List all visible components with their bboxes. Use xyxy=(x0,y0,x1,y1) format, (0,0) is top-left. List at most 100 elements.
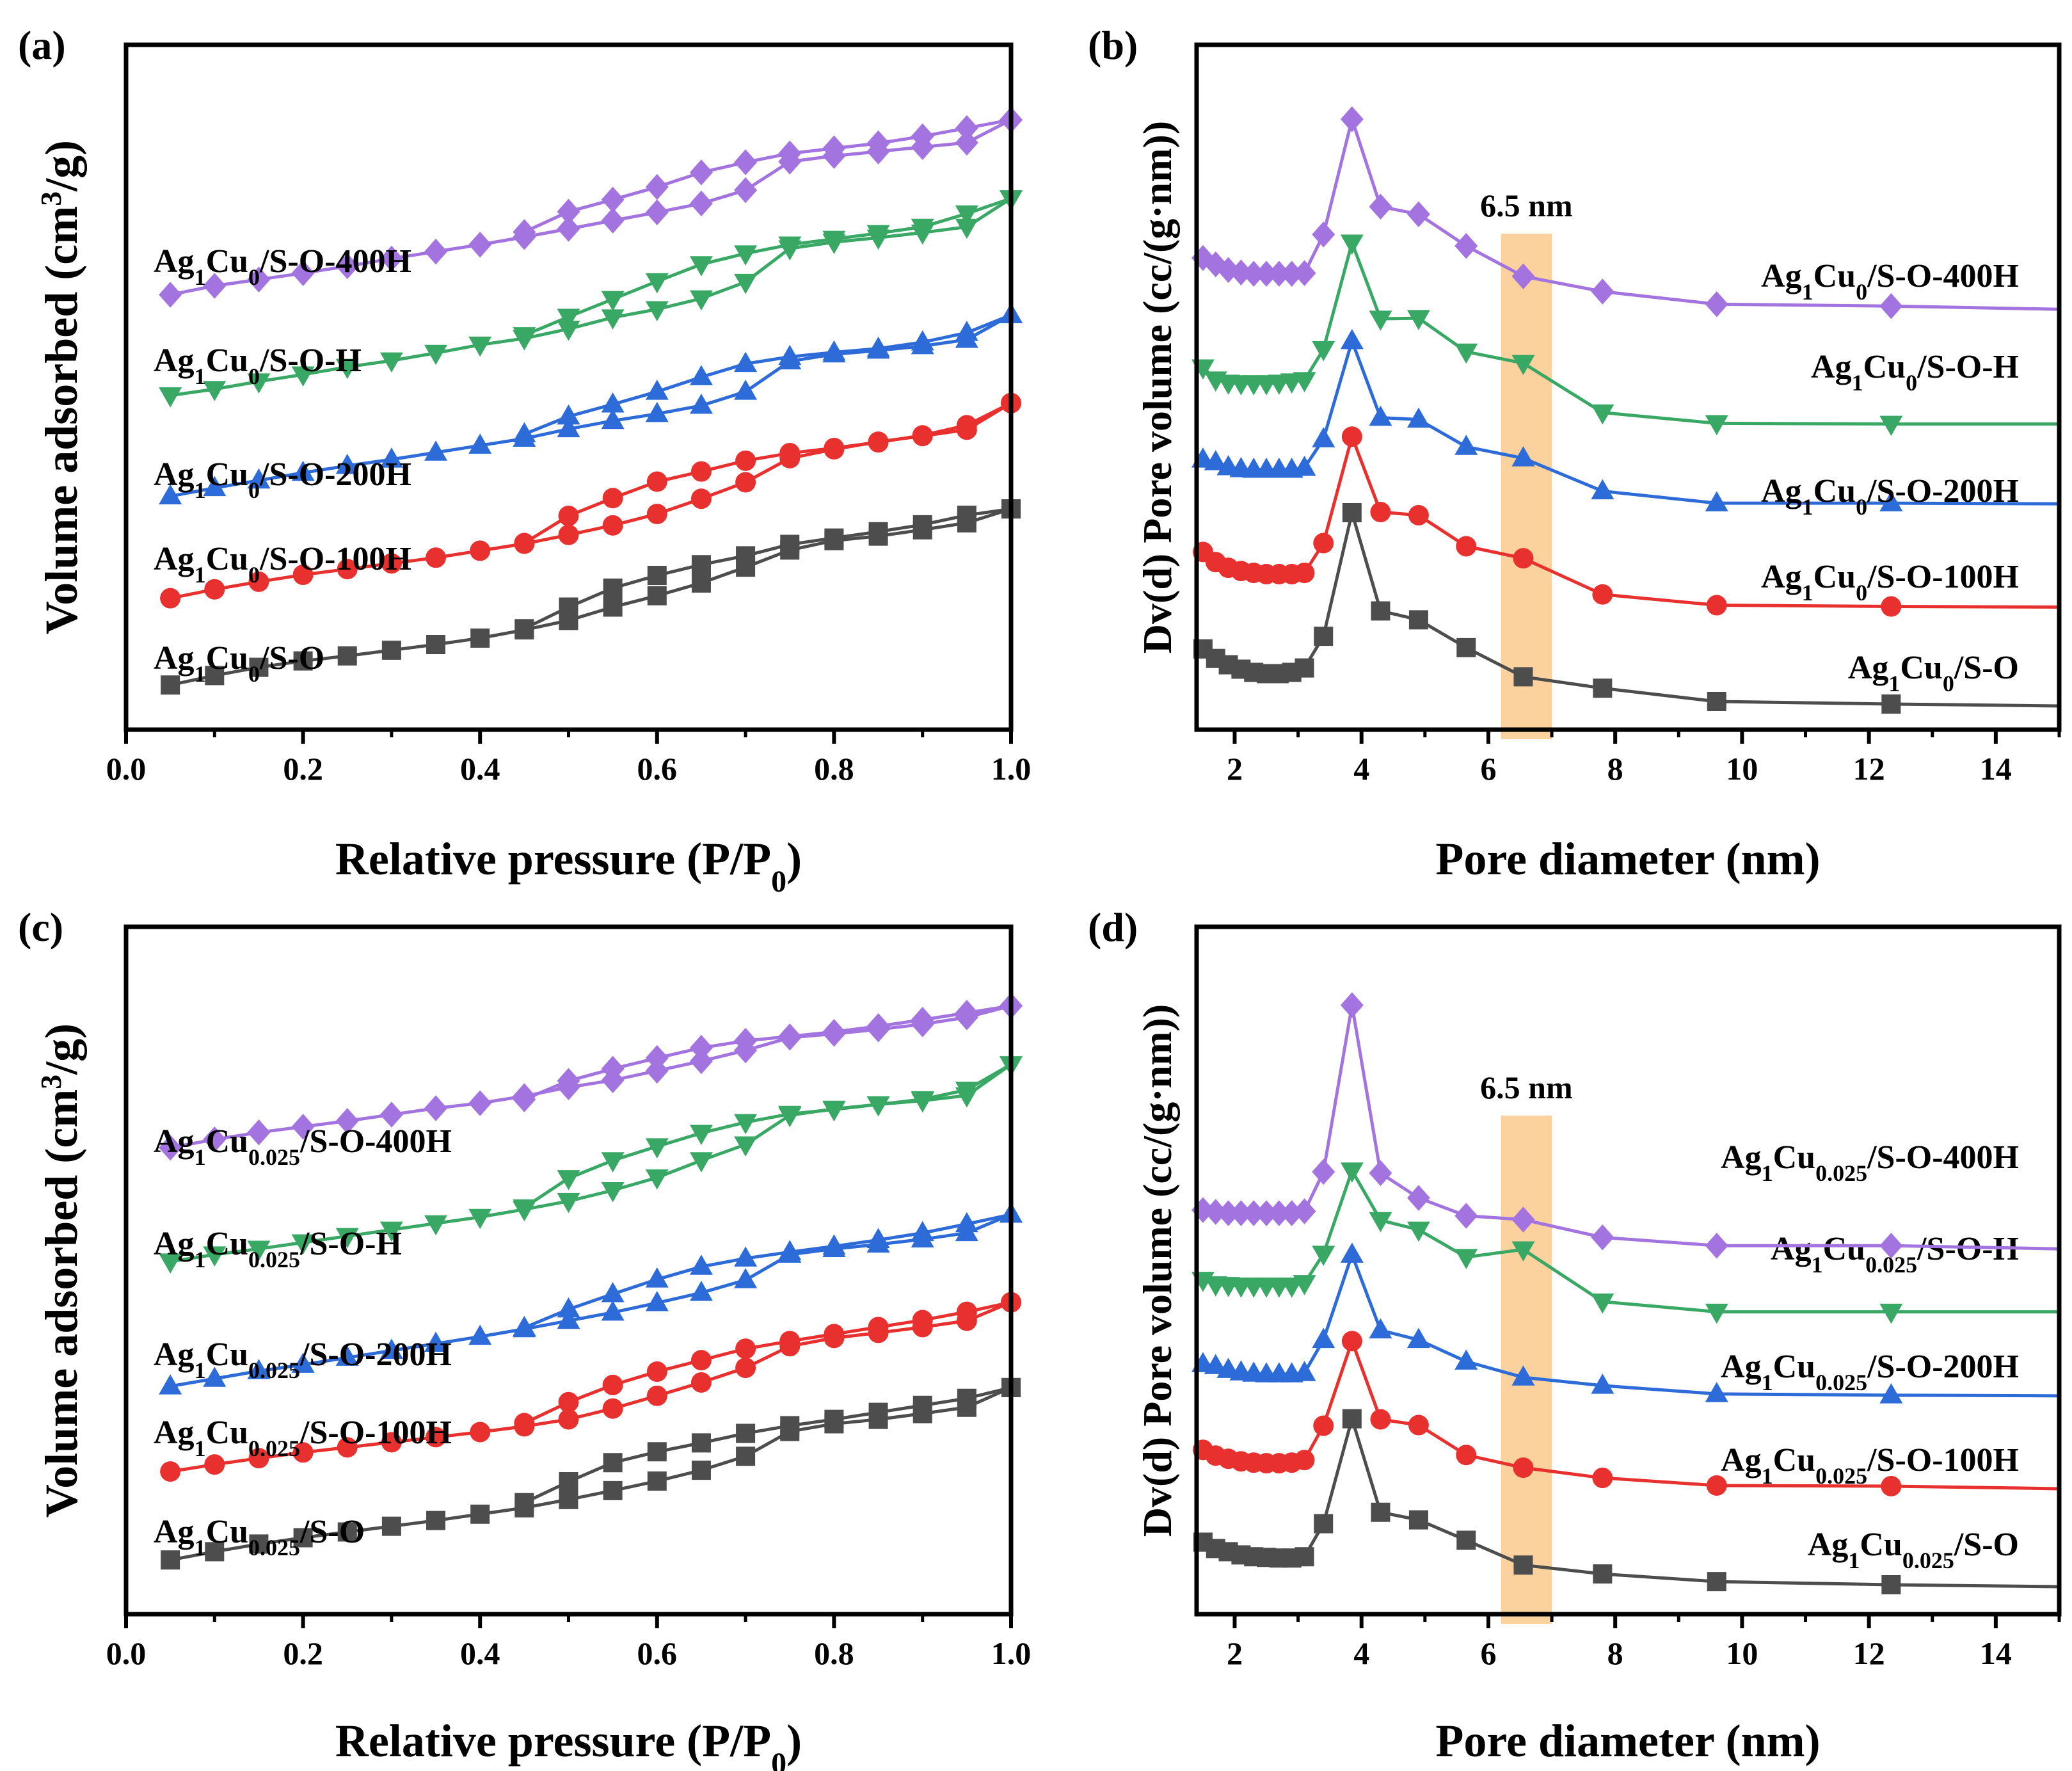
desorption-point-7 xyxy=(690,461,712,482)
desorption-point-6 xyxy=(734,351,758,373)
desorption-point-9 xyxy=(603,1453,623,1473)
desorption-point-3 xyxy=(866,1096,890,1117)
desorption-point-9 xyxy=(601,1152,625,1173)
adsorption-point-7 xyxy=(470,1504,490,1524)
adsorption-point-10 xyxy=(601,309,625,330)
adsorption-point-1 xyxy=(203,1126,227,1153)
adsorption-point-0 xyxy=(159,282,182,308)
adsorption-point-5 xyxy=(379,447,403,468)
pore-size-band xyxy=(1501,1116,1552,1624)
psd-point-10 xyxy=(1340,106,1364,132)
desorption-point-4 xyxy=(822,1101,846,1122)
psd-point-8 xyxy=(1293,1198,1316,1224)
psd-point-16 xyxy=(1707,692,1726,712)
desorption-point-10 xyxy=(559,597,578,617)
adsorption-point-6 xyxy=(426,1427,447,1448)
psd-point-14 xyxy=(1513,667,1533,687)
series-label-Ag1Cu0.025/S-O: Ag1Cu0.025/S-O xyxy=(1808,1527,2019,1573)
desorption-point-4 xyxy=(824,528,844,548)
adsorption-point-2 xyxy=(247,266,271,292)
desorption-point-11 xyxy=(513,327,536,348)
desorption-point-6 xyxy=(735,450,756,471)
psd-point-16 xyxy=(1706,1475,1727,1496)
psd-point-8 xyxy=(1293,1275,1316,1295)
psd-point-16 xyxy=(1705,491,1728,511)
psd-point-15 xyxy=(1592,584,1613,605)
series-Ag1Cu0.025/S-O-H xyxy=(159,1056,1023,1274)
psd-point-13 xyxy=(1456,637,1476,657)
psd-point-8 xyxy=(1295,658,1314,678)
adsorption-point-3 xyxy=(293,651,313,671)
adsorption-point-11 xyxy=(646,1385,667,1406)
desorption-point-8 xyxy=(645,1045,669,1071)
psd-point-16 xyxy=(1705,415,1728,436)
adsorption-point-12 xyxy=(689,393,713,414)
psd-point-15 xyxy=(1591,1224,1614,1251)
desorption-point-2 xyxy=(912,425,933,446)
desorption-point-11 xyxy=(514,619,534,639)
adsorption-point-10 xyxy=(601,1300,625,1321)
desorption-point-8 xyxy=(645,380,669,400)
desorption-point-1 xyxy=(956,1301,977,1322)
series-Ag1Cu0.025/S-O xyxy=(1193,1409,2060,1595)
series-label-Ag1Cu0/S-O: Ag1Cu0/S-O xyxy=(1848,650,2019,696)
psd-point-17 xyxy=(1879,491,1903,511)
desorption-point-2 xyxy=(911,1091,934,1112)
desorption-point-9 xyxy=(601,1055,625,1082)
series-label-Ag1Cu0/S-O-200H: Ag1Cu0/S-O-200H xyxy=(154,456,411,503)
adsorption-point-5 xyxy=(379,1102,403,1128)
desorption-point-11 xyxy=(513,1086,536,1112)
adsorption-point-1 xyxy=(204,579,225,600)
adsorption-point-7 xyxy=(468,232,492,258)
desorption-point-1 xyxy=(955,1081,978,1102)
psd-point-12 xyxy=(1408,1414,1429,1436)
adsorption-point-7 xyxy=(468,433,492,454)
adsorption-point-11 xyxy=(645,1290,669,1311)
psd-point-2 xyxy=(1216,1200,1240,1226)
adsorption-point-6 xyxy=(426,1511,446,1530)
desorption-point-8 xyxy=(645,173,669,200)
desorption-point-1 xyxy=(955,115,978,141)
adsorption-point-3 xyxy=(291,1352,315,1373)
x-axis-title: Pore diameter (nm) xyxy=(1435,833,1820,885)
series-Ag1Cu0/S-O-200H xyxy=(159,303,1023,505)
adsorption-point-0 xyxy=(159,1253,182,1274)
desorption-point-4 xyxy=(822,135,846,162)
adsorption-point-1 xyxy=(205,1542,225,1562)
psd-point-17 xyxy=(1881,596,1902,617)
y-axis-title: Dv(d) Pore volume (cc/(g·nm)) xyxy=(1135,121,1180,653)
desorption-point-5 xyxy=(778,1240,802,1260)
psd-point-11 xyxy=(1369,405,1392,426)
psd-point-9 xyxy=(1312,221,1335,248)
desorption-point-4 xyxy=(822,1019,846,1045)
panel-b: 6.5 nm Ag1Cu0/S-O Ag1Cu0/S-O-100H Ag1Cu0/S-… xyxy=(1088,22,2062,885)
psd-point-1 xyxy=(1204,450,1227,470)
adsorption-point-5 xyxy=(379,352,403,373)
adsorption-point-12 xyxy=(689,190,713,217)
desorption-point-6 xyxy=(736,1423,756,1443)
psd-point-1 xyxy=(1204,1199,1227,1225)
psd-point-14 xyxy=(1511,1206,1535,1233)
adsorption-point-2 xyxy=(247,373,271,394)
adsorption-point-3 xyxy=(293,1528,313,1548)
psd-point-17 xyxy=(1881,694,1901,714)
x-tick-label: 4 xyxy=(1353,751,1369,787)
psd-point-17 xyxy=(1879,293,1903,319)
axes-frame xyxy=(1194,42,2062,732)
desorption-point-6 xyxy=(734,1027,758,1054)
x-tick-label: 10 xyxy=(1726,751,1758,787)
series-Ag1Cu0/S-O-H xyxy=(1191,234,2059,437)
x-axis-title: Relative pressure (P/P0) xyxy=(335,833,802,899)
adsorption-point-9 xyxy=(558,1409,579,1430)
adsorption-point-1 xyxy=(205,666,225,685)
x-tick-label: 14 xyxy=(1980,1635,2012,1671)
psd-point-10 xyxy=(1342,1409,1362,1429)
series-label-Ag1Cu0/S-O-H: Ag1Cu0/S-O-H xyxy=(154,342,362,389)
adsorption-point-7 xyxy=(468,1090,492,1116)
psd-point-12 xyxy=(1408,504,1429,525)
adsorption-point-1 xyxy=(203,1246,227,1267)
panel-label: (c) xyxy=(18,904,63,950)
adsorption-point-3 xyxy=(291,460,315,481)
adsorption-point-5 xyxy=(381,553,402,574)
desorption-point-1 xyxy=(955,1000,978,1026)
